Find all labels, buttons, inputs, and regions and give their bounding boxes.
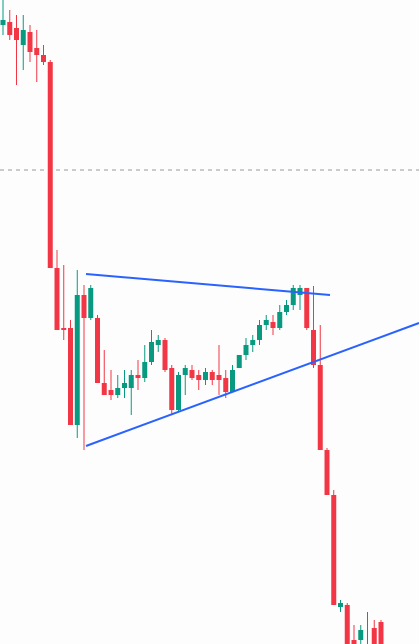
candle-body xyxy=(351,640,357,644)
candle-body xyxy=(169,368,175,410)
candle-body xyxy=(41,55,46,62)
candle-body xyxy=(304,288,310,328)
candle-body xyxy=(311,330,316,365)
candle-body xyxy=(243,345,249,355)
candle-body xyxy=(378,622,384,644)
candle-body xyxy=(81,295,87,318)
candle-body xyxy=(371,628,377,644)
candle-body xyxy=(338,603,343,607)
candle-body xyxy=(122,383,127,388)
candle-body xyxy=(14,28,19,40)
candle-body xyxy=(257,325,262,340)
candle-body xyxy=(74,295,80,425)
candle-body xyxy=(216,375,222,380)
candle-body xyxy=(209,372,215,380)
candle-body xyxy=(236,355,242,368)
candle-body xyxy=(20,30,26,45)
candle-body xyxy=(324,450,330,495)
candle-body xyxy=(115,388,121,395)
candle-body xyxy=(101,383,107,395)
candle-body xyxy=(0,20,6,25)
candle-body xyxy=(95,318,100,383)
candles xyxy=(0,0,384,644)
candle-body xyxy=(290,288,296,305)
trend-line-lower xyxy=(85,322,419,447)
candle-body xyxy=(223,378,229,392)
candle-body xyxy=(284,305,289,312)
candle-body xyxy=(203,372,208,380)
candle-body xyxy=(230,370,235,392)
candle-body xyxy=(7,22,13,35)
candle-body xyxy=(128,375,134,388)
candle-body xyxy=(54,268,60,330)
candle-body xyxy=(68,328,73,425)
candle-body xyxy=(135,375,141,378)
candle-body xyxy=(270,322,276,328)
candle-body xyxy=(196,375,202,380)
candle-body xyxy=(250,340,256,345)
candle-body xyxy=(155,340,161,345)
trend-line-upper xyxy=(85,273,331,296)
candle-body xyxy=(34,48,40,55)
candle-body xyxy=(277,312,283,328)
candle-body xyxy=(331,495,337,605)
candle-body xyxy=(149,342,154,362)
candle-body xyxy=(88,288,94,318)
candle-body xyxy=(263,320,269,325)
candle-body xyxy=(61,328,67,330)
candle-body xyxy=(182,368,188,375)
candle-body xyxy=(47,62,53,268)
candle-body xyxy=(189,370,195,378)
candle-body xyxy=(108,390,114,395)
candle-body xyxy=(317,365,323,450)
candle-body xyxy=(142,362,148,378)
candle-body xyxy=(176,375,181,410)
candle-body xyxy=(27,32,33,52)
candle-body xyxy=(344,605,350,644)
candle-body xyxy=(358,630,364,640)
candle-body xyxy=(162,340,168,370)
